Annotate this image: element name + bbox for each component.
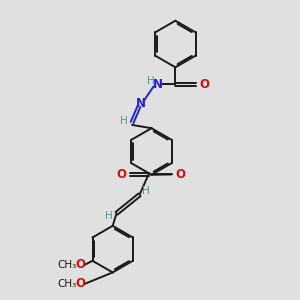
Text: CH₃: CH₃ bbox=[58, 279, 77, 289]
Text: O: O bbox=[199, 78, 209, 91]
Text: O: O bbox=[76, 277, 86, 290]
Text: H: H bbox=[142, 186, 150, 196]
Text: H: H bbox=[105, 211, 113, 221]
Text: H: H bbox=[147, 76, 155, 86]
Text: O: O bbox=[175, 168, 185, 181]
Text: O: O bbox=[116, 168, 126, 181]
Text: N: N bbox=[136, 97, 146, 110]
Text: CH₃: CH₃ bbox=[58, 260, 77, 270]
Text: N: N bbox=[152, 78, 163, 91]
Text: H: H bbox=[120, 116, 128, 126]
Text: O: O bbox=[76, 258, 86, 271]
